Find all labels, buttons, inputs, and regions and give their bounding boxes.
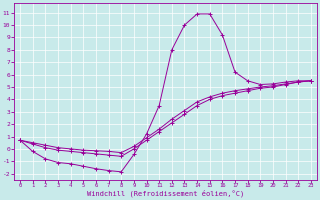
X-axis label: Windchill (Refroidissement éolien,°C): Windchill (Refroidissement éolien,°C) [87, 190, 244, 197]
